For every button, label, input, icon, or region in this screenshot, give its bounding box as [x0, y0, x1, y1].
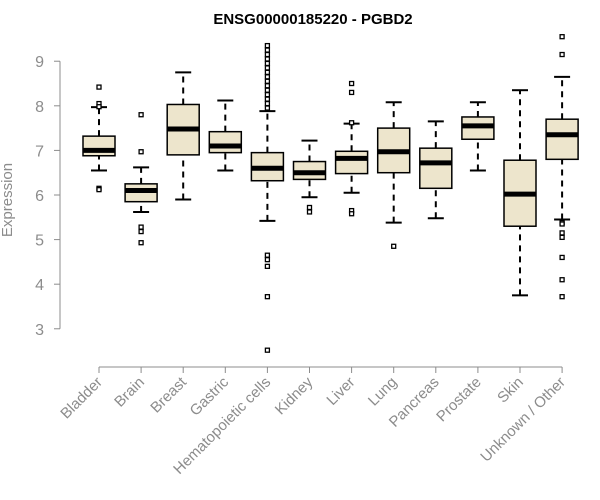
outlier-point: [96, 104, 102, 110]
outlier-point: [138, 240, 144, 246]
outlier-point: [264, 47, 271, 53]
outlier-point: [264, 69, 271, 76]
outlier-point: [264, 100, 271, 107]
y-tick-label: 3: [35, 322, 44, 339]
iqr-box: [545, 118, 579, 161]
x-tick-label: Liver: [323, 374, 358, 409]
outlier-point: [264, 78, 271, 84]
y-tick-label: 8: [35, 99, 44, 116]
outlier-point: [306, 209, 313, 215]
outlier-point: [264, 257, 271, 263]
outlier-point: [306, 204, 313, 211]
boxes: [82, 34, 579, 353]
y-axis-label: Expression: [0, 163, 16, 237]
x-tick-label: Brain: [111, 374, 148, 411]
box-group: [419, 120, 453, 220]
box-group: [166, 71, 200, 201]
outlier-point: [264, 74, 271, 80]
outlier-point: [264, 87, 271, 93]
y-axis: 3 4 5 6 7 8 9: [35, 54, 61, 339]
box-group: [334, 80, 369, 217]
y-tick-label: 7: [35, 143, 44, 160]
outlier-point: [264, 347, 271, 353]
box-group: [545, 34, 579, 300]
box-group: [124, 112, 158, 246]
outlier-point: [264, 42, 271, 49]
x-tick-label: Breast: [147, 373, 190, 416]
outlier-point: [559, 230, 565, 236]
outlier-point: [264, 105, 271, 111]
outlier-point: [264, 56, 271, 62]
outlier-point: [264, 252, 271, 258]
iqr-box: [208, 130, 243, 154]
outlier-point: [264, 294, 271, 300]
outlier-point: [264, 51, 271, 58]
outlier-point: [391, 243, 397, 249]
x-tick-label: Prostate: [433, 374, 485, 426]
outlier-point: [264, 96, 271, 102]
y-tick-label: 5: [35, 233, 44, 250]
outlier-point: [138, 224, 144, 230]
outlier-point: [348, 120, 355, 126]
iqr-box: [334, 150, 369, 175]
outlier-point: [559, 51, 565, 58]
outlier-point: [264, 65, 271, 71]
outlier-point: [264, 92, 271, 98]
outlier-point: [559, 34, 565, 40]
outlier-point: [348, 80, 355, 87]
outlier-point: [559, 234, 565, 241]
outlier-point: [559, 294, 565, 300]
x-tick-label: Bladder: [57, 374, 106, 423]
x-tick-label: Lung: [365, 374, 401, 410]
outlier-point: [559, 221, 565, 227]
box-group: [82, 84, 116, 193]
chart-title: ENSG00000185220 - PGBD2: [213, 11, 412, 28]
x-tick-label: Kidney: [272, 373, 317, 418]
outlier-point: [264, 83, 271, 89]
iqr-box: [419, 147, 453, 190]
box-group: [208, 99, 243, 172]
box-group: [503, 89, 537, 297]
outlier-point: [264, 60, 271, 67]
box-group: [376, 101, 411, 249]
box-group: [250, 42, 285, 353]
outlier-point: [264, 263, 271, 270]
outlier-point: [559, 277, 565, 283]
outlier-point: [96, 84, 102, 90]
box-group: [461, 101, 495, 172]
outlier-point: [559, 254, 565, 261]
y-tick-label: 6: [35, 188, 44, 205]
outlier-point: [348, 89, 355, 96]
x-tick-label: Skin: [494, 374, 527, 407]
outlier-point: [138, 228, 144, 235]
outlier-point: [96, 186, 102, 193]
outlier-point: [138, 112, 144, 118]
outlier-point: [348, 211, 355, 217]
y-tick-label: 9: [35, 54, 44, 71]
outlier-point: [138, 149, 144, 155]
box-group: [292, 139, 327, 215]
y-tick-label: 4: [35, 277, 44, 294]
